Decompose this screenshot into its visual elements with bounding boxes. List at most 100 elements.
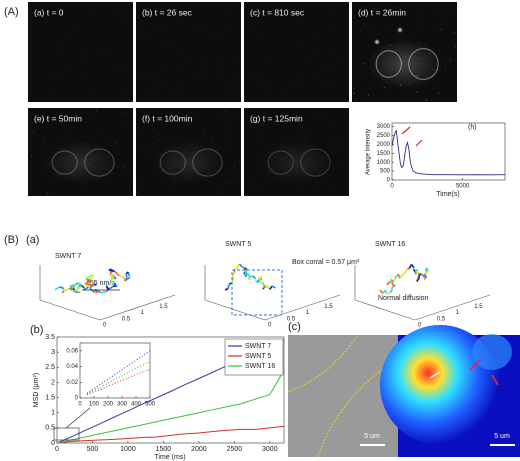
noise xyxy=(46,192,49,194)
noise xyxy=(198,11,199,12)
noise xyxy=(174,187,176,189)
legend-label: SWNT 5 xyxy=(245,353,271,360)
noise xyxy=(148,22,150,24)
noise xyxy=(127,50,128,51)
noise xyxy=(301,130,304,133)
noise xyxy=(335,161,338,163)
noise xyxy=(174,119,176,121)
trajectory xyxy=(399,274,403,279)
x-tick-label: 2000 xyxy=(191,446,207,453)
noise xyxy=(122,20,123,21)
noise xyxy=(129,172,131,174)
noise xyxy=(44,139,46,141)
noise xyxy=(363,63,365,65)
trajectory xyxy=(415,270,420,274)
noise xyxy=(146,92,148,95)
noise xyxy=(90,15,91,16)
trajectory xyxy=(87,280,90,282)
noise xyxy=(113,26,114,27)
noise xyxy=(334,83,335,84)
noise xyxy=(297,195,298,196)
heat-spot xyxy=(380,325,500,445)
noise xyxy=(148,34,151,36)
noise xyxy=(181,86,183,89)
noise xyxy=(191,118,194,120)
legend-box xyxy=(224,338,284,376)
noise xyxy=(147,151,149,153)
noise xyxy=(280,41,281,42)
noise xyxy=(205,64,207,66)
noise xyxy=(296,84,297,85)
noise xyxy=(420,25,422,28)
noise xyxy=(238,125,239,126)
noise xyxy=(139,144,140,145)
x-tick-label: 500 xyxy=(87,446,99,453)
x-axis-label: Time (ms) xyxy=(154,454,185,461)
noise xyxy=(302,107,304,109)
noise xyxy=(290,192,292,195)
noise xyxy=(229,172,230,173)
tick-label: 0 xyxy=(268,323,272,329)
noise xyxy=(182,18,184,20)
noise xyxy=(269,89,272,91)
noise xyxy=(157,25,159,27)
noise xyxy=(295,111,298,113)
trajectory xyxy=(403,268,409,274)
y-tick-label: 0.5 xyxy=(45,425,55,432)
bright-spot xyxy=(397,27,403,33)
noise xyxy=(143,78,145,80)
noise xyxy=(54,60,55,61)
x-tick-label: 500 xyxy=(145,402,156,408)
noise xyxy=(96,110,98,112)
noise xyxy=(181,41,182,42)
y-tick-label: 1.5 xyxy=(45,394,55,401)
trajectory xyxy=(108,285,114,290)
noise xyxy=(284,51,285,52)
noise xyxy=(226,146,229,148)
x-tick-label: 200 xyxy=(103,402,114,408)
x-tick-label: 3000 xyxy=(262,446,278,453)
noise xyxy=(454,46,457,48)
tick-label: 0.5 xyxy=(437,316,446,322)
data-line xyxy=(391,129,506,176)
noise xyxy=(201,83,202,84)
noise xyxy=(318,33,320,36)
plot-bg xyxy=(79,342,151,399)
noise xyxy=(233,165,235,167)
y-tick-label: 0.02 xyxy=(66,380,78,386)
noise xyxy=(158,139,160,141)
trajectory xyxy=(88,279,91,284)
x-tick-label: 400 xyxy=(131,402,142,408)
noise xyxy=(62,77,63,78)
outline xyxy=(287,334,359,393)
noise xyxy=(425,99,427,101)
trajectory xyxy=(54,286,61,291)
glow xyxy=(259,140,334,185)
image-label: (b) t = 26 sec xyxy=(142,7,193,17)
image-label: (c) t = 810 sec xyxy=(250,7,305,17)
noise xyxy=(285,92,287,94)
x-tick-label: 0 xyxy=(55,446,59,453)
y-tick-label: 0 xyxy=(387,178,391,184)
noise xyxy=(329,48,331,50)
noise xyxy=(231,171,233,174)
corral-box xyxy=(231,269,283,316)
trajectory xyxy=(269,285,273,290)
noise xyxy=(232,79,234,81)
noise xyxy=(126,41,127,42)
noise xyxy=(60,100,61,101)
noise xyxy=(105,50,106,51)
noise xyxy=(300,77,301,78)
noise xyxy=(64,68,65,69)
trajectory xyxy=(259,275,263,280)
trajectory xyxy=(59,286,65,290)
noise xyxy=(256,35,257,36)
trajectory xyxy=(390,287,393,292)
axis-3d xyxy=(39,299,101,321)
arrow xyxy=(469,359,481,371)
noise xyxy=(396,6,399,8)
noise xyxy=(118,65,119,66)
trajectory xyxy=(125,273,128,278)
noise xyxy=(227,28,229,30)
